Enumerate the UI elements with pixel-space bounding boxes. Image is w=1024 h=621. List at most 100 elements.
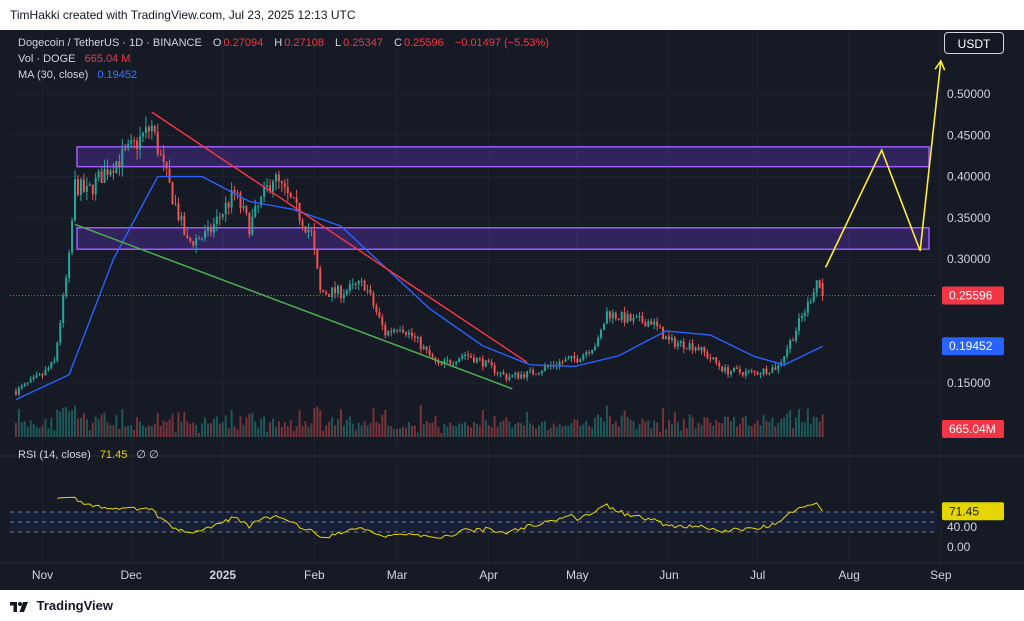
volume-bar [818, 421, 821, 437]
ma-polyline [15, 175, 823, 401]
grid [10, 30, 942, 565]
close-label: C [394, 37, 402, 49]
candle-body [14, 391, 17, 395]
legend-ma-row: MA (30, close) 0.19452 [18, 69, 139, 81]
volume-bar [679, 430, 682, 437]
volume-badge: 665.04M [949, 422, 996, 436]
volume-bar [472, 422, 475, 437]
candle-body [68, 252, 71, 278]
volume-bar [156, 413, 159, 437]
volume-bar [44, 419, 47, 437]
candle-body [540, 370, 543, 373]
volume-bar [402, 426, 405, 437]
volume-bar [493, 415, 496, 437]
volume-bar [428, 423, 431, 437]
volume-bar [694, 428, 697, 437]
candle-body [517, 373, 520, 379]
candle-body [357, 281, 360, 285]
volume-bar [558, 424, 561, 437]
ma-badge-bg [942, 337, 1004, 356]
candle-body [783, 356, 786, 363]
candle-body [670, 337, 673, 340]
volume-bar [337, 419, 340, 437]
volume-bar [65, 407, 68, 437]
time-tick-label: 2025 [209, 568, 236, 582]
candle-body [786, 349, 789, 357]
candle-body [50, 361, 53, 369]
volume-bar [667, 419, 670, 437]
last-price-badge-bg [942, 286, 1004, 305]
candle-body [629, 314, 632, 321]
volume-bar [419, 405, 422, 437]
candle-body [17, 387, 20, 395]
volume-bar [85, 419, 88, 437]
candle-body [774, 367, 777, 370]
candle-body [771, 367, 774, 373]
volume-bar [632, 421, 635, 437]
candle-body [526, 370, 529, 378]
volume-bar [47, 428, 50, 437]
volume-bar [339, 409, 342, 437]
candle-body [165, 161, 168, 169]
volume-bar [212, 418, 215, 437]
volume-bar [29, 420, 32, 437]
volume-bar [573, 419, 576, 437]
candle-body [266, 185, 269, 187]
volume-bar [635, 429, 638, 437]
candle-body [768, 372, 771, 374]
volume-bar [186, 421, 189, 437]
candle-body [481, 358, 484, 367]
candle-body [469, 355, 472, 358]
volume-bar [404, 427, 407, 437]
candle-body [124, 148, 127, 150]
chart-canvas[interactable]: 0.50000 0.45000 0.40000 0.35000 0.30000 0.150… [0, 30, 1024, 590]
candle-body [446, 360, 449, 362]
candle-body [730, 371, 733, 375]
candle-body [100, 171, 103, 183]
volume-bar [670, 424, 673, 437]
volume-bar [629, 419, 632, 437]
candle-body [712, 357, 715, 359]
volume-bar [449, 422, 452, 437]
candle-body [271, 181, 274, 192]
volume-value: 665.04 M [84, 53, 131, 65]
candle-body [159, 154, 162, 156]
candle-body [316, 249, 319, 269]
candle-body [620, 312, 623, 320]
candle-body [29, 378, 32, 383]
volume-bar [555, 426, 558, 437]
open-value: 0.27094 [223, 37, 264, 49]
volume-bar [434, 415, 437, 437]
candle-body [647, 321, 650, 327]
candle-body [130, 140, 133, 144]
volume-bar [676, 421, 679, 437]
volume-bar [100, 414, 103, 437]
candle-body [109, 170, 112, 175]
change-value: −0.01497 (−5.53%) [454, 37, 549, 49]
candle-body [762, 368, 765, 374]
volume-bar [499, 421, 502, 437]
volume-bar [520, 423, 523, 437]
volume-bar [91, 422, 94, 437]
candle-body [180, 215, 183, 220]
volume-bar [369, 423, 372, 437]
candle-body [582, 354, 585, 360]
candle-body [709, 357, 712, 359]
volume-bar [561, 426, 564, 437]
volume-bar [461, 423, 464, 437]
volume-bar [602, 421, 605, 437]
candle-body [384, 325, 387, 336]
volume-bar [809, 424, 812, 437]
volume-bar [582, 424, 585, 437]
volume-bar [484, 420, 487, 437]
candle-body [59, 322, 62, 343]
candle-body [514, 373, 517, 375]
candlesticks[interactable] [14, 116, 824, 396]
candle-body [106, 169, 109, 175]
candle-body [79, 179, 82, 195]
volume-bar [274, 427, 277, 437]
candle-body [212, 224, 215, 233]
currency-button[interactable]: USDT [944, 32, 1004, 54]
volume-bar [697, 422, 700, 437]
